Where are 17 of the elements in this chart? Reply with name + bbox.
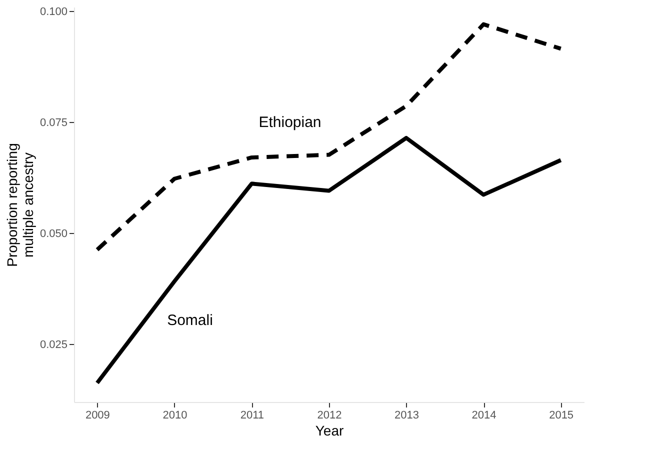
series-label: Somali: [167, 312, 213, 329]
x-tick-label: 2011: [240, 410, 264, 422]
x-tick-label: 2015: [549, 410, 574, 422]
x-tick-label: 2010: [162, 410, 188, 422]
series-label: Ethiopian: [258, 114, 322, 131]
y-tick-label: 0.025: [40, 338, 68, 351]
line-series: [95, 136, 563, 385]
x-tick-label: 2013: [394, 410, 420, 422]
x-tick-label: 2009: [85, 410, 110, 422]
y-tick-label: 0.050: [40, 228, 68, 240]
y-axis-title: Proportion reporting multiple ancestry: [4, 143, 36, 267]
line-series: [95, 22, 563, 252]
y-tick-label: 0.100: [40, 6, 68, 18]
x-tick-label: 2012: [317, 410, 342, 422]
y-tick-label: 0.075: [40, 116, 68, 129]
x-tick-label: 2014: [472, 410, 496, 422]
x-axis-title: Year: [315, 422, 344, 438]
